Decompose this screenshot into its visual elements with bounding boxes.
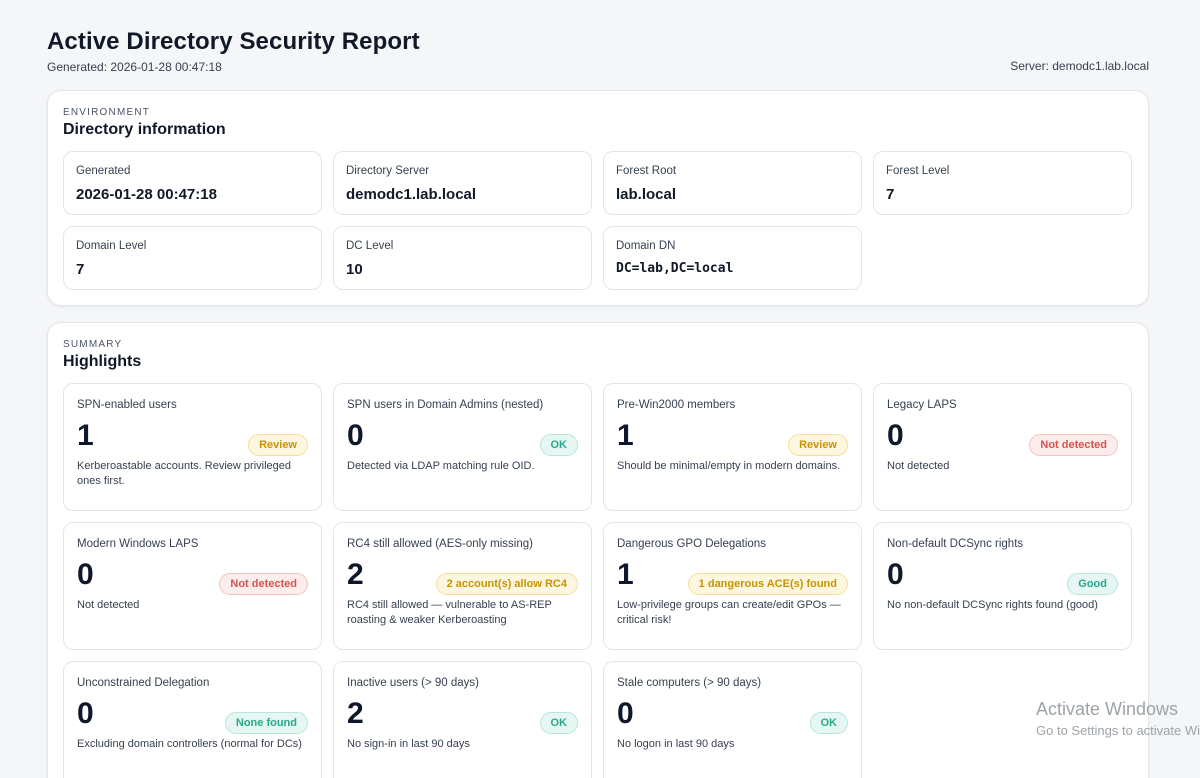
stat-description: Kerberoastable accounts. Review privileg… [77, 460, 292, 487]
stat-label: Inactive users (> 90 days) [347, 677, 479, 689]
status-badge: OK [809, 712, 848, 734]
summary-grid: SPN-enabled users 1 Review Kerberoastable a… [63, 383, 1133, 778]
stat-value: 0 [77, 558, 94, 591]
info-label: Domain Level [76, 240, 147, 252]
info-value: lab.local [616, 186, 677, 203]
stat-value: 2 [347, 697, 364, 730]
info-card-forest-level: Forest Level 7 [873, 151, 1132, 215]
environment-grid: Generated 2026-01-28 00:47:18 Directory … [63, 151, 1133, 290]
stat-card-pre-win2000-members: Pre-Win2000 members 1 Review Should be mini… [603, 383, 862, 511]
stat-card-legacy-laps: Legacy LAPS 0 Not detected Not detected [873, 383, 1132, 511]
stat-label: SPN-enabled users [77, 399, 177, 411]
stat-label: SPN users in Domain Admins (nested) [347, 399, 544, 411]
environment-panel: ENVIRONMENT Directory information Genera… [47, 90, 1149, 306]
summary-eyebrow: SUMMARY [63, 339, 123, 350]
stat-card-inactive-users-90-days: Inactive users (> 90 days) 2 OK No sign-in … [333, 661, 592, 778]
stat-value: 0 [347, 419, 364, 452]
stat-value: 0 [77, 697, 94, 730]
info-card-dc-level: DC Level 10 [333, 226, 592, 290]
info-value: 7 [76, 261, 85, 278]
stat-label: Unconstrained Delegation [77, 677, 210, 689]
summary-panel: SUMMARY Highlights SPN-enabled users 1 Rev… [47, 322, 1149, 778]
activation-watermark: Activate Windows Go to Settings to activ… [1036, 699, 1200, 738]
stat-description: Low-privilege groups can create/edit GPO… [617, 599, 841, 626]
info-value: 2026-01-28 00:47:18 [76, 186, 217, 203]
status-badge: Not detected [1029, 434, 1118, 456]
stat-value: 1 [77, 419, 94, 452]
stat-card-dangerous-gpo-delegations: Dangerous GPO Delegations 1 1 dangerous AC… [603, 522, 862, 650]
status-badge: OK [539, 712, 578, 734]
stat-description: Not detected [77, 599, 140, 611]
report-header: Active Directory Security Report Generat… [47, 28, 1149, 90]
stat-description: No non-default DCSync rights found (good… [887, 599, 1098, 611]
summary-title: Highlights [63, 353, 142, 370]
info-card-directory-server: Directory Server demodc1.lab.local [333, 151, 592, 215]
stat-description: No sign-in in last 90 days [347, 738, 470, 750]
info-card-forest-root: Forest Root lab.local [603, 151, 862, 215]
stat-value: 1 [617, 419, 634, 452]
stat-description: Not detected [887, 460, 950, 472]
page-title: Active Directory Security Report [47, 28, 420, 55]
stat-label: Pre-Win2000 members [617, 399, 736, 411]
stat-label: Dangerous GPO Delegations [617, 538, 766, 550]
status-badge: 1 dangerous ACE(s) found [687, 573, 848, 595]
info-value: DC=lab,DC=local [616, 261, 734, 276]
stat-description: No logon in last 90 days [617, 738, 735, 750]
stat-value: 1 [617, 558, 634, 591]
stat-description: Should be minimal/empty in modern domain… [617, 460, 841, 472]
info-card-domain-level: Domain Level 7 [63, 226, 322, 290]
info-label: Domain DN [616, 240, 676, 252]
info-label: Generated [76, 165, 131, 177]
stat-value: 0 [887, 558, 904, 591]
stat-value: 0 [887, 419, 904, 452]
status-badge: Not detected [219, 573, 308, 595]
stat-card-modern-windows-laps: Modern Windows LAPS 0 Not detected Not dete… [63, 522, 322, 650]
server-label: Server: demodc1.lab.local [1010, 59, 1149, 73]
stat-label: RC4 still allowed (AES-only missing) [347, 538, 533, 550]
stat-description: Excluding domain controllers (normal for… [77, 738, 302, 750]
info-value: demodc1.lab.local [346, 186, 477, 203]
stat-description: RC4 still allowed — vulnerable to AS-REP… [347, 599, 552, 626]
watermark-subtitle: Go to Settings to activate Windows. [1036, 723, 1200, 738]
generated-timestamp: Generated: 2026-01-28 00:47:18 [47, 60, 222, 74]
stat-card-stale-computers-90-days: Stale computers (> 90 days) 0 OK No logon i… [603, 661, 862, 778]
stat-label: Non-default DCSync rights [887, 538, 1024, 550]
stat-value: 0 [617, 697, 634, 730]
info-value: 10 [346, 261, 363, 278]
status-badge: Good [1067, 573, 1118, 595]
stat-label: Stale computers (> 90 days) [617, 677, 762, 689]
watermark-title: Activate Windows [1036, 699, 1179, 719]
stat-card-non-default-dcsync-rights: Non-default DCSync rights 0 Good No non-def… [873, 522, 1132, 650]
info-label: Forest Root [616, 165, 677, 177]
stat-label: Modern Windows LAPS [77, 538, 199, 550]
info-label: Directory Server [346, 165, 430, 177]
environment-title: Directory information [63, 121, 226, 138]
status-badge: Review [788, 434, 848, 456]
status-badge: OK [539, 434, 578, 456]
status-badge: None found [224, 712, 308, 734]
info-label: DC Level [346, 240, 394, 252]
stat-description: Detected via LDAP matching rule OID. [347, 460, 535, 472]
info-card-generated: Generated 2026-01-28 00:47:18 [63, 151, 322, 215]
info-card-domain-dn: Domain DN DC=lab,DC=local [603, 226, 862, 290]
stat-card-unconstrained-delegation: Unconstrained Delegation 0 None found Exclu… [63, 661, 322, 778]
status-badge: Review [248, 434, 308, 456]
status-badge: 2 account(s) allow RC4 [435, 573, 578, 595]
environment-eyebrow: ENVIRONMENT [63, 107, 151, 118]
stat-label: Legacy LAPS [887, 399, 957, 411]
stat-card-spn-enabled-users: SPN-enabled users 1 Review Kerberoastable a… [63, 383, 322, 511]
stat-value: 2 [347, 558, 364, 591]
info-value: 7 [886, 186, 895, 203]
stat-card-spn-users-in-domain-admins-nested: SPN users in Domain Admins (nested) 0 OK De… [333, 383, 592, 511]
info-label: Forest Level [886, 165, 950, 177]
stat-card-rc4-still-allowed-aes-only-missing: RC4 still allowed (AES-only missing) 2 2 a… [333, 522, 592, 650]
